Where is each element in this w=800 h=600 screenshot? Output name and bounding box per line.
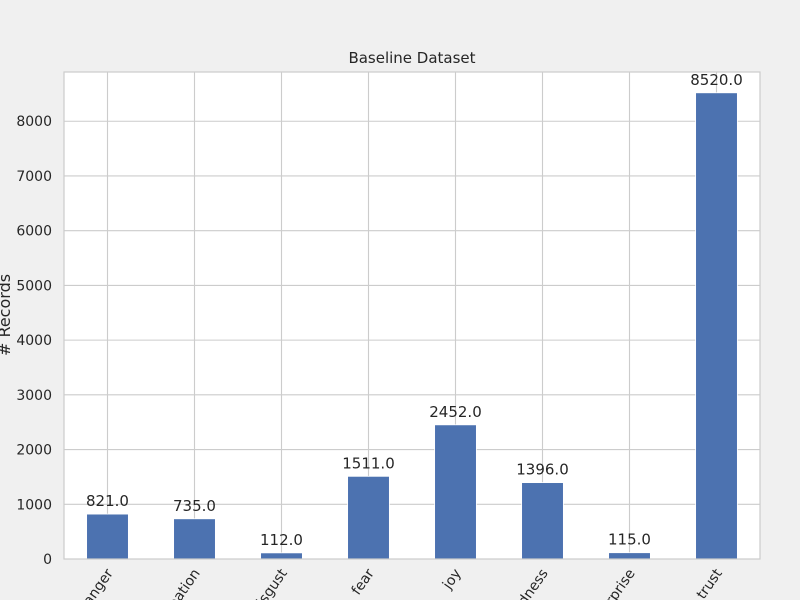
y-tick-label: 6000	[16, 224, 52, 240]
y-tick-label: 2000	[16, 443, 52, 459]
y-tick-labels: 0 1000 2000 3000 4000 5000 6000 7000 8000	[16, 114, 52, 568]
y-tick-label: 3000	[16, 388, 52, 404]
bar-anger	[86, 513, 129, 560]
bar-surprise	[608, 552, 651, 560]
y-tick-label: 5000	[16, 278, 52, 294]
plot-frame	[63, 71, 761, 560]
data-labels-group: 821.0 735.0 112.0 1511.0 2452.0 1396.0 115.0 85…	[86, 71, 743, 549]
bar-joy	[434, 424, 477, 560]
y-tick-label: 4000	[16, 333, 52, 349]
data-label-anticipation: 735.0	[173, 497, 216, 515]
bar-sadness	[521, 482, 564, 560]
bar-disgust	[260, 552, 303, 560]
data-label-surprise: 115.0	[608, 531, 651, 549]
bars-group	[86, 92, 738, 560]
data-label-trust: 8520.0	[690, 71, 743, 89]
y-tick-label: 7000	[16, 169, 52, 185]
y-tick-label: 0	[43, 552, 52, 568]
data-label-fear: 1511.0	[342, 454, 395, 472]
data-label-joy: 2452.0	[429, 403, 482, 421]
bar-trust	[695, 92, 738, 560]
bar-anticipation	[173, 518, 216, 560]
bar-fear	[347, 475, 390, 560]
grid-lines	[64, 72, 760, 560]
y-tick-label: 1000	[16, 497, 52, 513]
plot-area	[64, 72, 760, 559]
chart-title: Baseline Dataset	[348, 49, 475, 67]
data-label-disgust: 112.0	[260, 531, 303, 549]
data-label-sadness: 1396.0	[516, 461, 569, 479]
y-axis-label: # Records	[0, 274, 14, 356]
data-label-anger: 821.0	[86, 492, 129, 510]
y-tick-label: 8000	[16, 114, 52, 130]
